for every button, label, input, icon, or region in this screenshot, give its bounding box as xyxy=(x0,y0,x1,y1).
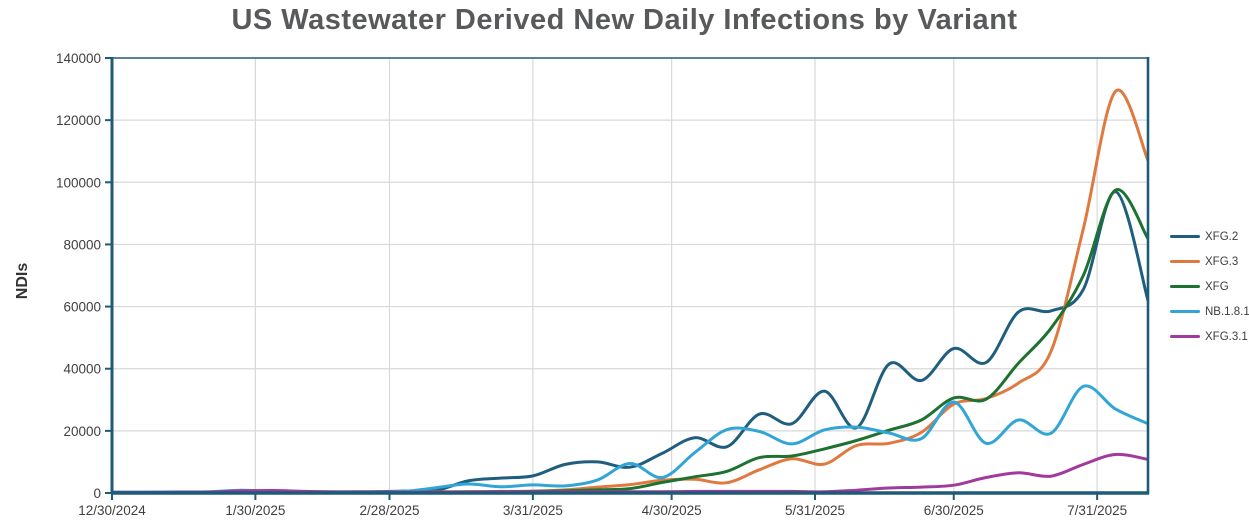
line-XFG xyxy=(111,188,1149,495)
legend-item-XFG.3.1: XFG.3.1 xyxy=(1170,329,1249,344)
y-tick-label: 140000 xyxy=(56,51,101,66)
y-tick-label: 60000 xyxy=(63,300,101,315)
legend-item-XFG.3: XFG.3 xyxy=(1170,254,1249,269)
series-lines xyxy=(111,88,1149,495)
legend-line-swatch xyxy=(1170,334,1200,339)
legend-label: XFG.2 xyxy=(1205,230,1239,243)
chart-title: US Wastewater Derived New Daily Infectio… xyxy=(231,4,1018,36)
x-tick-label: 6/30/2025 xyxy=(924,503,984,518)
y-tick-label: 120000 xyxy=(56,113,101,128)
legend-item-XFG.2: XFG.2 xyxy=(1170,229,1249,244)
x-tick-label: 7/31/2025 xyxy=(1067,503,1127,518)
y-tick-label: 80000 xyxy=(63,237,101,252)
y-tick-label: 20000 xyxy=(63,424,101,439)
legend-label: NB.1.8.1 xyxy=(1205,305,1249,318)
legend: XFG.2 XFG.3 XFG NB.1.8.1 XFG.3.1 xyxy=(1170,229,1249,344)
y-tick-label: 100000 xyxy=(56,175,101,190)
x-tick-label: 1/30/2025 xyxy=(225,503,285,518)
line-XFG.3.1 xyxy=(111,452,1149,494)
y-tick-label: 40000 xyxy=(63,362,101,377)
x-tick-label: 3/31/2025 xyxy=(503,503,563,518)
line-XFG.3 xyxy=(111,88,1149,495)
legend-label: XFG.3 xyxy=(1205,255,1239,268)
x-tick-label: 2/28/2025 xyxy=(359,503,419,518)
x-tick-label: 5/31/2025 xyxy=(785,503,845,518)
y-tick-label: 0 xyxy=(93,486,101,501)
legend-label: XFG.3.1 xyxy=(1205,330,1248,343)
axis-ticks xyxy=(105,57,1099,500)
x-tick-label: 12/30/2024 xyxy=(78,503,146,518)
gridlines xyxy=(112,58,1148,493)
plot-border xyxy=(110,57,1150,495)
legend-item-XFG: XFG xyxy=(1170,279,1249,294)
legend-line-swatch xyxy=(1170,284,1200,289)
line-XFG.2 xyxy=(111,190,1149,494)
x-tick-label: 4/30/2025 xyxy=(642,503,702,518)
legend-line-swatch xyxy=(1170,309,1200,314)
legend-line-swatch xyxy=(1170,259,1200,264)
legend-label: XFG xyxy=(1205,280,1229,293)
legend-line-swatch xyxy=(1170,234,1200,239)
axis-tick-labels: 0 20000 40000 60000 80000 100000 120000 140000 1… xyxy=(56,51,1127,518)
legend-item-NB.1.8.1: NB.1.8.1 xyxy=(1170,304,1249,319)
